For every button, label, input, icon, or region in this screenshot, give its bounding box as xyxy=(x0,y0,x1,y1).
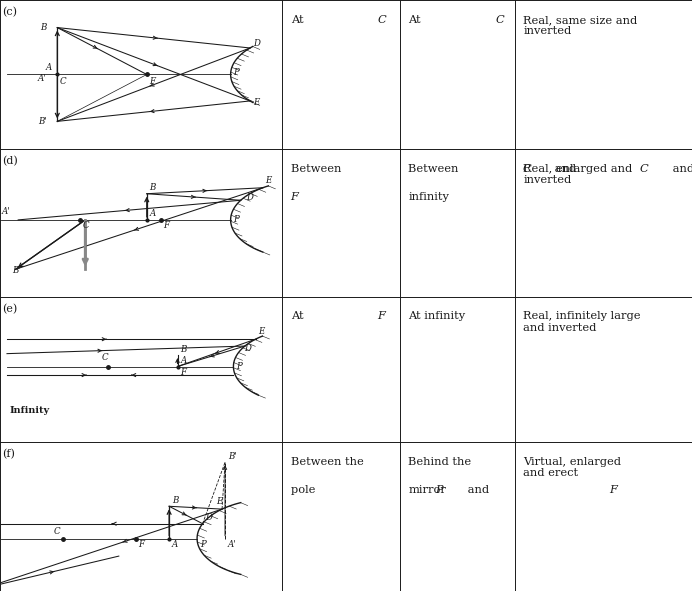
Text: B': B' xyxy=(38,117,46,126)
Text: C: C xyxy=(377,15,386,25)
Text: B: B xyxy=(149,183,156,192)
Text: (d): (d) xyxy=(2,156,18,166)
Text: C: C xyxy=(640,164,648,174)
Text: A: A xyxy=(181,356,187,365)
Text: At infinity: At infinity xyxy=(408,311,466,322)
Text: Behind the: Behind the xyxy=(408,457,471,467)
Text: and: and xyxy=(464,485,493,495)
Text: D: D xyxy=(246,193,253,202)
Text: B': B' xyxy=(12,266,21,275)
Text: C: C xyxy=(495,15,504,25)
Text: A: A xyxy=(172,540,178,549)
Text: (e): (e) xyxy=(2,304,17,314)
Text: E: E xyxy=(217,497,223,506)
Text: mirror: mirror xyxy=(408,485,446,495)
Text: Real, enlarged and
inverted: Real, enlarged and inverted xyxy=(523,164,632,186)
Text: C: C xyxy=(102,353,109,362)
Text: infinity: infinity xyxy=(408,192,449,202)
Text: E: E xyxy=(258,327,264,336)
Text: D: D xyxy=(244,345,251,353)
Text: C: C xyxy=(53,527,60,535)
Text: E: E xyxy=(253,98,259,107)
Text: C: C xyxy=(522,164,531,174)
Text: P: P xyxy=(236,362,242,371)
Text: Real, infinitely large
and inverted: Real, infinitely large and inverted xyxy=(523,311,641,333)
Text: P: P xyxy=(435,485,443,495)
Text: P: P xyxy=(233,215,239,224)
Text: P: P xyxy=(200,540,206,549)
Text: Between: Between xyxy=(408,164,462,174)
Text: Virtual, enlarged
and erect: Virtual, enlarged and erect xyxy=(523,457,621,479)
Text: E: E xyxy=(266,176,272,185)
Text: A': A' xyxy=(38,74,46,83)
Text: and: and xyxy=(551,164,576,174)
Text: F: F xyxy=(377,311,385,322)
Text: B: B xyxy=(172,496,179,505)
Text: C: C xyxy=(60,77,66,86)
Text: A: A xyxy=(46,63,53,72)
Text: pole: pole xyxy=(291,485,318,495)
Text: P: P xyxy=(233,69,239,77)
Text: A: A xyxy=(149,209,156,219)
Text: F: F xyxy=(609,485,617,495)
Text: B': B' xyxy=(228,452,237,461)
Text: B: B xyxy=(41,23,47,32)
Text: and: and xyxy=(668,164,692,174)
Text: At: At xyxy=(408,15,424,25)
Text: (c): (c) xyxy=(2,7,17,17)
Text: Infinity: Infinity xyxy=(10,406,50,415)
Text: F: F xyxy=(291,192,298,202)
Text: At: At xyxy=(291,15,307,25)
Text: F: F xyxy=(149,77,156,86)
Text: B: B xyxy=(181,345,187,353)
Text: F: F xyxy=(181,368,186,376)
Text: C: C xyxy=(82,221,89,230)
Text: F: F xyxy=(138,540,145,549)
Text: (f): (f) xyxy=(2,449,15,459)
Text: A': A' xyxy=(1,206,10,216)
Text: At: At xyxy=(291,311,307,322)
Text: Real, same size and
inverted: Real, same size and inverted xyxy=(523,15,637,37)
Text: Between the: Between the xyxy=(291,457,363,467)
Text: A': A' xyxy=(228,540,237,549)
Text: F: F xyxy=(163,221,170,230)
Text: D: D xyxy=(253,39,260,48)
Text: D: D xyxy=(206,513,212,522)
Text: Between: Between xyxy=(291,164,345,174)
